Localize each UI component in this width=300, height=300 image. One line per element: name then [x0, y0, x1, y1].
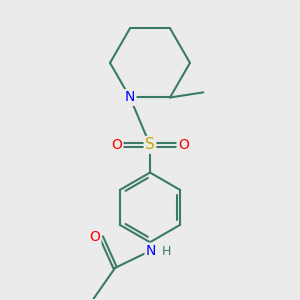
- Text: O: O: [111, 138, 122, 152]
- Text: N: N: [125, 91, 135, 104]
- Text: O: O: [89, 230, 100, 244]
- Text: O: O: [178, 138, 189, 152]
- Text: H: H: [161, 245, 171, 259]
- Text: S: S: [145, 137, 155, 152]
- Text: N: N: [146, 244, 156, 258]
